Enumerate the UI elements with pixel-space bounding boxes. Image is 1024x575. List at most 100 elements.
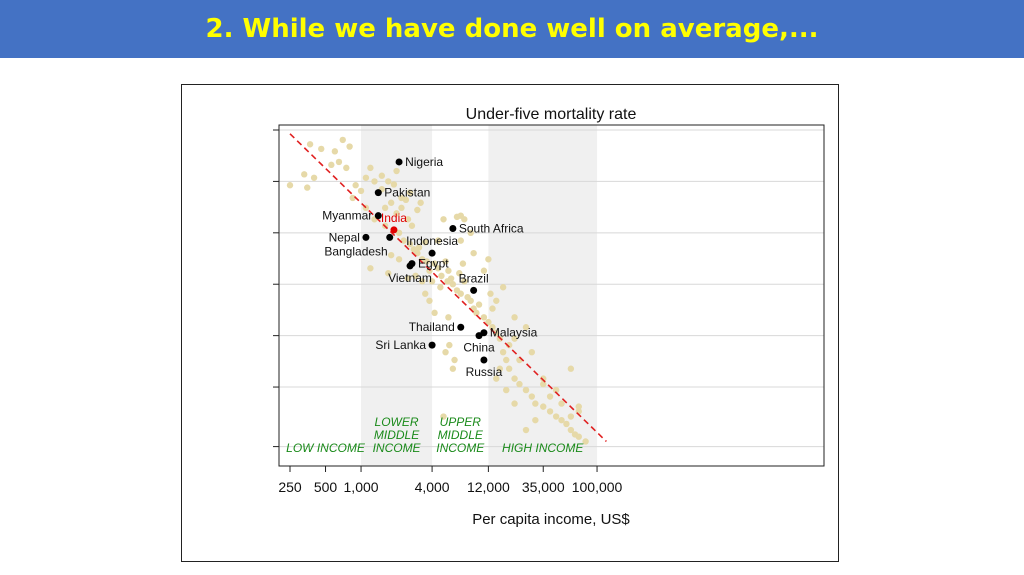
country-point [457,212,464,219]
country-point [552,386,560,394]
income-band-label: UPPER [440,415,482,429]
country-point [493,329,500,336]
income-band-label: INCOME [436,441,485,455]
country-point [423,258,430,265]
x-tick-label: 250 [278,479,302,495]
country-point [434,265,442,272]
country-point [426,297,433,304]
country-point [306,141,314,148]
x-tick-label: 12,000 [467,479,510,495]
country-point [367,265,374,272]
country-point [442,348,449,356]
country-point [480,314,488,321]
point-label: Indonesia [406,234,458,248]
country-point [422,290,429,297]
country-point [552,413,560,420]
country-point [335,158,343,166]
point-label: Sri Lanka [375,338,426,352]
country-point [395,256,403,263]
highlight-point [449,224,457,232]
highlight-point [362,233,370,241]
country-point [440,413,447,420]
highlight-point [406,262,414,270]
country-point [558,400,565,407]
point-label: Nigeria [405,155,443,169]
point-label: Thailand [409,320,455,334]
point-label: Vietnam [388,271,432,285]
country-point [493,375,500,382]
highlight-point [374,212,382,220]
point-label: Egypt [418,257,449,271]
country-point [438,272,445,280]
income-band-label: LOWER [375,415,419,429]
country-point [422,239,429,246]
country-point [398,194,405,202]
country-point [522,426,530,434]
country-point [467,297,474,304]
country-point [398,204,405,212]
country-point [390,181,398,188]
country-point [499,348,507,356]
country-point [467,229,474,237]
point-label: Pakistan [384,186,430,200]
country-point [505,365,513,372]
point-label: Myanmar [322,209,372,223]
country-point [489,324,496,331]
country-point [378,172,386,179]
country-point [352,182,359,189]
country-point [417,199,424,206]
x-tick-label: 1,000 [344,479,379,495]
country-point [457,237,464,244]
country-point [470,249,477,257]
country-point [522,324,530,331]
chart-title: Under-five mortality rate [466,106,637,123]
income-band-3 [488,125,598,466]
country-point [404,275,412,282]
plot-area-border [278,124,825,467]
slide-title: 2. While we have done well on average,..… [205,14,819,44]
point-label: Brazil [459,271,489,285]
country-point [446,341,453,349]
country-point [318,145,325,153]
country-point [522,386,530,394]
country-point [310,174,318,181]
country-point [489,305,496,312]
country-point [419,278,426,285]
country-point [444,278,451,285]
country-point [414,249,421,257]
x-tick-label: 4,000 [415,479,450,495]
country-point [457,290,464,297]
chart-frame [181,84,839,562]
country-point [431,309,438,317]
income-band-label: MIDDLE [374,428,420,442]
country-point [367,164,374,172]
country-point [563,420,570,428]
country-point [546,393,554,400]
highlight-point [374,189,382,197]
x-tick-label: 500 [314,479,338,495]
country-point [459,260,467,267]
country-point [387,251,395,259]
country-point [304,184,311,191]
income-band-label: INCOME [373,441,422,455]
country-point [371,178,378,185]
country-point [582,438,589,445]
country-point [385,178,392,185]
highlight-point [395,158,403,166]
point-label: China [463,341,495,355]
country-point [485,318,492,326]
country-point [461,278,468,285]
country-point [575,433,582,440]
country-point [567,365,575,372]
highlight-point [470,286,478,294]
country-point [408,222,416,229]
point-label: Malaysia [490,326,538,340]
country-point [516,380,523,388]
point-label: Russia [466,365,503,379]
country-point [406,240,414,248]
country-point [540,375,547,382]
point-label: South Africa [459,221,524,235]
x-tick-label: 100,000 [572,479,623,495]
country-point [331,148,339,155]
highlight-point [386,233,394,241]
